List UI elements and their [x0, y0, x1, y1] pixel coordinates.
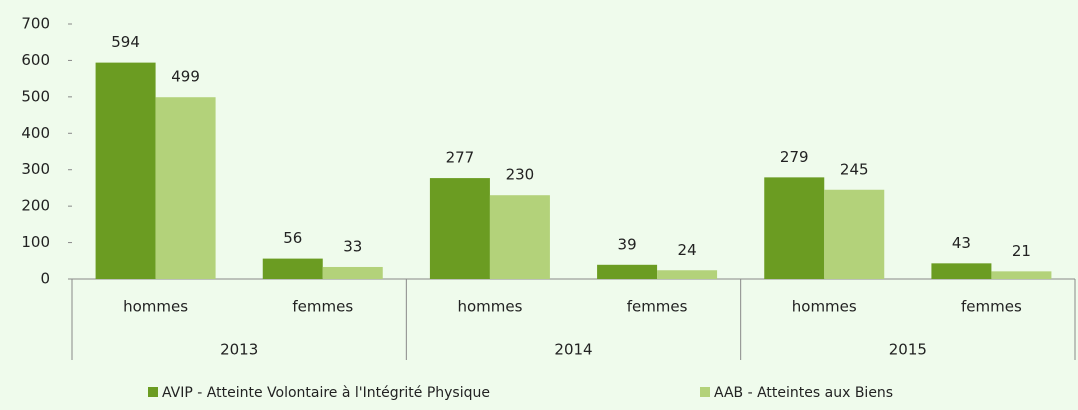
bar [931, 263, 992, 279]
legend-swatch [700, 387, 710, 397]
bar [597, 264, 658, 279]
x-tick-label: femmes [627, 298, 688, 316]
legend-swatch [148, 387, 158, 397]
x-tick-label: femmes [292, 298, 353, 316]
y-tick-label: 300 [21, 160, 50, 178]
bar [262, 258, 323, 279]
value-label: 56 [283, 229, 302, 247]
y-tick-label: 500 [21, 87, 50, 105]
bar [489, 195, 550, 279]
value-label: 245 [840, 160, 869, 178]
value-label: 24 [678, 241, 697, 259]
bar [155, 97, 216, 279]
value-label: 43 [952, 234, 971, 252]
value-label: 594 [111, 33, 140, 51]
legend-label: AVIP - Atteinte Volontaire à l'Intégrité… [162, 385, 490, 401]
bar [764, 177, 825, 279]
group-label: 2014 [554, 341, 592, 359]
x-tick-label: hommes [457, 298, 522, 316]
y-tick-label: 400 [21, 124, 50, 142]
y-tick-label: 0 [40, 270, 50, 288]
value-label: 277 [446, 149, 475, 167]
y-tick-label: 600 [21, 51, 50, 69]
y-tick-label: 200 [21, 197, 50, 215]
value-label: 279 [780, 148, 809, 166]
group-label: 2015 [889, 341, 927, 359]
bar [657, 270, 718, 279]
value-label: 230 [506, 166, 535, 184]
legend-label: AAB - Atteintes aux Biens [714, 385, 893, 401]
value-label: 39 [618, 235, 637, 253]
group-label: 2013 [220, 341, 258, 359]
bar [95, 62, 156, 279]
bar [429, 178, 490, 279]
x-tick-label: hommes [123, 298, 188, 316]
bar [991, 271, 1052, 279]
x-tick-label: hommes [792, 298, 857, 316]
value-label: 21 [1012, 242, 1031, 260]
y-tick-label: 700 [21, 15, 50, 33]
value-label: 499 [171, 68, 200, 86]
x-tick-label: femmes [961, 298, 1022, 316]
value-label: 33 [343, 237, 362, 255]
bar [824, 189, 885, 279]
bar [322, 266, 383, 279]
y-tick-label: 100 [21, 233, 50, 251]
